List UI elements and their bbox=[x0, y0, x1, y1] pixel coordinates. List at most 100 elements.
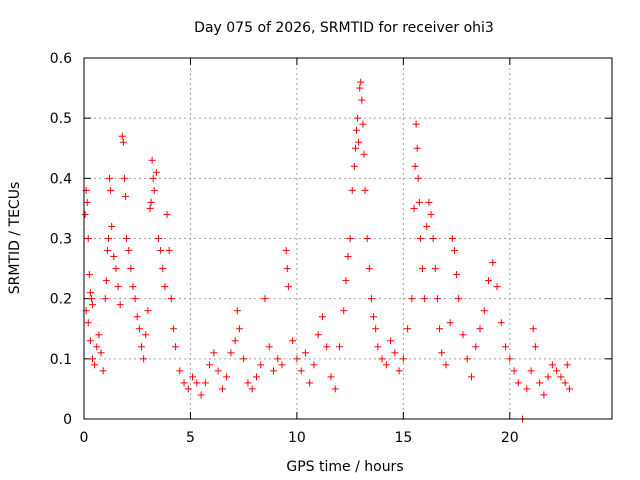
data-point bbox=[169, 325, 177, 333]
data-point bbox=[112, 265, 120, 273]
data-point bbox=[231, 337, 239, 345]
data-point bbox=[544, 373, 552, 381]
data-point bbox=[414, 174, 422, 182]
data-point bbox=[116, 301, 124, 309]
data-point bbox=[99, 367, 107, 375]
data-point bbox=[172, 343, 180, 351]
data-point bbox=[351, 144, 359, 152]
plot-frame bbox=[83, 57, 613, 420]
data-point bbox=[436, 325, 444, 333]
data-point bbox=[282, 247, 290, 255]
data-point bbox=[415, 198, 423, 206]
data-point bbox=[416, 235, 424, 242]
data-point bbox=[283, 265, 291, 273]
data-point bbox=[127, 265, 135, 273]
data-point bbox=[335, 343, 343, 351]
data-point bbox=[410, 204, 418, 212]
data-point bbox=[86, 337, 94, 345]
data-point bbox=[360, 150, 368, 158]
data-point bbox=[472, 343, 480, 351]
data-point bbox=[450, 247, 458, 255]
y-tick-label: 0.1 bbox=[50, 352, 72, 368]
data-point bbox=[327, 373, 335, 381]
data-point bbox=[419, 265, 427, 273]
data-point bbox=[354, 114, 362, 122]
data-point bbox=[344, 253, 352, 261]
data-point bbox=[356, 84, 364, 92]
data-point bbox=[107, 186, 115, 194]
data-point bbox=[463, 355, 471, 363]
data-point bbox=[167, 295, 175, 303]
data-point bbox=[104, 235, 112, 242]
data-point bbox=[331, 385, 339, 393]
data-point bbox=[157, 247, 165, 255]
data-point bbox=[425, 198, 433, 206]
data-point bbox=[423, 222, 431, 230]
data-point bbox=[161, 283, 169, 291]
data-point bbox=[95, 331, 103, 339]
y-tick-label: 0.5 bbox=[50, 111, 72, 127]
data-point bbox=[240, 355, 248, 363]
data-point bbox=[159, 265, 167, 273]
data-point bbox=[553, 367, 561, 375]
x-tick-label: 15 bbox=[394, 430, 412, 446]
data-point bbox=[342, 277, 350, 285]
data-point bbox=[218, 385, 226, 393]
data-point bbox=[101, 295, 109, 303]
data-point bbox=[399, 355, 407, 363]
chart-title: Day 075 of 2026, SRMTID for receiver ohi… bbox=[194, 20, 494, 36]
data-point bbox=[189, 373, 197, 381]
data-point bbox=[122, 192, 130, 200]
data-point bbox=[350, 162, 358, 170]
data-point bbox=[118, 132, 126, 140]
data-point bbox=[367, 295, 375, 303]
data-point bbox=[408, 295, 416, 303]
data-point bbox=[123, 235, 131, 242]
data-point bbox=[110, 253, 118, 261]
y-tick-label: 0.4 bbox=[50, 171, 72, 187]
data-point bbox=[144, 307, 152, 315]
data-points bbox=[81, 78, 573, 423]
data-point bbox=[548, 361, 556, 369]
data-point bbox=[233, 307, 241, 315]
data-point bbox=[152, 168, 160, 176]
data-point bbox=[514, 379, 522, 387]
data-point bbox=[306, 379, 314, 387]
data-point bbox=[301, 349, 309, 357]
data-point bbox=[459, 331, 467, 339]
data-point bbox=[201, 379, 209, 387]
data-point bbox=[197, 391, 205, 399]
data-point bbox=[540, 391, 548, 399]
data-point bbox=[85, 271, 93, 279]
data-point bbox=[467, 373, 475, 381]
data-point bbox=[83, 198, 91, 206]
data-point bbox=[476, 325, 484, 333]
data-point bbox=[348, 186, 356, 194]
data-point bbox=[227, 349, 235, 357]
data-point bbox=[248, 385, 256, 393]
data-point bbox=[84, 319, 92, 327]
data-point bbox=[235, 325, 243, 333]
data-point bbox=[274, 355, 282, 363]
data-point bbox=[395, 367, 403, 375]
data-point bbox=[97, 349, 105, 357]
x-axis-label: GPS time / hours bbox=[286, 459, 403, 475]
data-point bbox=[142, 331, 150, 339]
data-point bbox=[361, 186, 369, 194]
data-point bbox=[340, 307, 348, 315]
data-point bbox=[536, 379, 544, 387]
data-point bbox=[163, 210, 171, 218]
data-point bbox=[108, 222, 116, 230]
data-point bbox=[289, 337, 297, 345]
data-point bbox=[561, 379, 569, 387]
data-point bbox=[485, 277, 493, 285]
data-point bbox=[120, 174, 128, 182]
data-point bbox=[91, 361, 99, 369]
data-point bbox=[261, 295, 269, 303]
data-point bbox=[510, 367, 518, 375]
data-point bbox=[563, 361, 571, 369]
data-point bbox=[135, 325, 143, 333]
y-axis-label: SRMTID / TECUs bbox=[7, 182, 23, 295]
x-tick-label: 5 bbox=[186, 430, 195, 446]
